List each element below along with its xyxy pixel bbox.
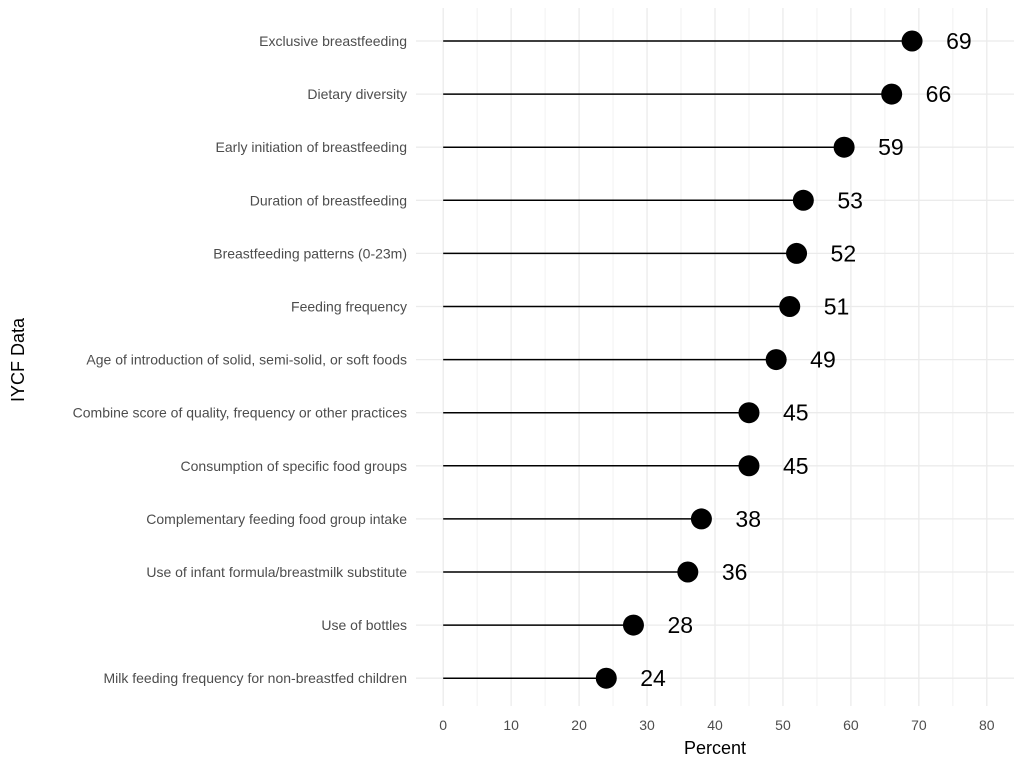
category-label: Breastfeeding patterns (0-23m)	[213, 245, 407, 261]
point-layer	[595, 30, 923, 689]
lollipop-point	[792, 189, 814, 211]
value-label: 24	[640, 665, 666, 691]
value-label: 49	[810, 347, 836, 373]
x-tick-label: 40	[707, 717, 723, 733]
grid-layer	[416, 8, 1014, 706]
category-label: Complementary feeding food group intake	[146, 511, 407, 527]
value-label-layer: 69 66 59 53 52 51 49 45 45 38 36 28 24	[640, 28, 971, 691]
category-label: Dietary diversity	[307, 86, 407, 102]
lollipop-point	[833, 136, 855, 158]
lollipop-point	[677, 561, 699, 583]
value-label: 45	[783, 453, 809, 479]
lollipop-point	[690, 508, 712, 530]
category-label: Consumption of specific food groups	[181, 458, 407, 474]
category-label: Feeding frequency	[291, 299, 407, 315]
value-label: 69	[946, 28, 972, 54]
lollipop-point	[765, 349, 787, 371]
value-label: 38	[735, 506, 761, 532]
y-axis-title: IYCF Data	[8, 317, 28, 402]
value-label: 36	[722, 559, 748, 585]
lollipop-point	[738, 455, 760, 477]
category-label-layer: Exclusive breastfeeding Dietary diversity…	[73, 33, 408, 686]
stem-layer	[443, 40, 913, 679]
lollipop-point	[881, 83, 903, 105]
lollipop-point	[901, 30, 923, 52]
x-tick-label: 60	[843, 717, 859, 733]
lollipop-point	[595, 667, 617, 689]
category-label: Duration of breastfeeding	[250, 192, 407, 208]
x-tick-label: 0	[439, 717, 447, 733]
x-tick-label: 80	[979, 717, 995, 733]
lollipop-point	[779, 296, 801, 317]
x-axis-title: Percent	[684, 738, 746, 758]
x-tick-label: 30	[639, 717, 655, 733]
category-label: Combine score of quality, frequency or o…	[73, 405, 407, 421]
lollipop-point	[622, 614, 644, 636]
value-label: 59	[878, 134, 904, 160]
value-label: 45	[783, 400, 809, 426]
x-tick-label: 50	[775, 717, 791, 733]
lollipop-point	[786, 242, 808, 264]
tick-label-layer: 0 10 20 30 40 50 60 70 80	[439, 717, 995, 733]
value-label: 28	[667, 612, 693, 638]
x-tick-label: 10	[503, 717, 519, 733]
category-label: Early initiation of breastfeeding	[216, 139, 407, 155]
value-label: 51	[824, 294, 850, 320]
value-label: 66	[926, 81, 952, 107]
category-label: Age of introduction of solid, semi-solid…	[86, 352, 407, 368]
category-label: Use of infant formula/breastmilk substit…	[146, 564, 407, 580]
category-label: Milk feeding frequency for non-breastfed…	[103, 670, 407, 686]
category-label: Exclusive breastfeeding	[259, 33, 407, 49]
x-tick-label: 70	[911, 717, 927, 733]
lollipop-point	[738, 402, 760, 424]
value-label: 53	[837, 187, 863, 213]
x-tick-label: 20	[571, 717, 587, 733]
category-label: Use of bottles	[321, 617, 407, 633]
value-label: 52	[831, 240, 857, 266]
